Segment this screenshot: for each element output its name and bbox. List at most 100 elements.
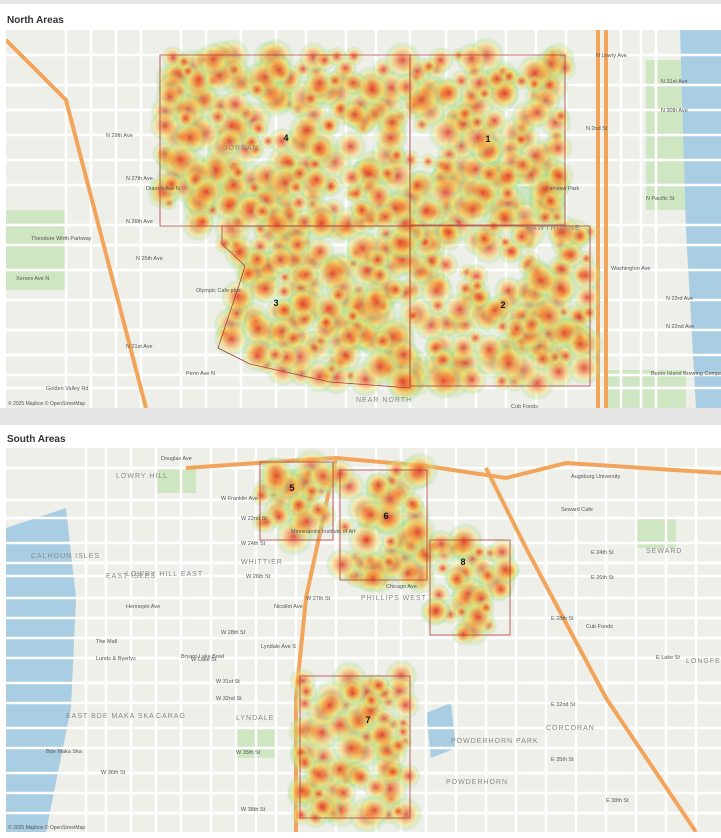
attribution: © 2025 Mapbox © OpenStreetMap (8, 400, 85, 407)
heat-blob (543, 160, 575, 192)
heat-blob (263, 54, 294, 85)
heat-blob (435, 219, 463, 246)
heat-blob (328, 284, 349, 306)
park (6, 210, 66, 290)
park (156, 468, 196, 493)
heat-blob (392, 73, 421, 101)
heat-blob (292, 261, 320, 289)
map-label: CALHOUN ISLES (31, 553, 100, 560)
area-label: 1 (485, 134, 490, 144)
heat-blob (388, 146, 406, 164)
map-label: Lyndale Ave S (261, 644, 296, 650)
heat-blob (236, 262, 260, 286)
map-label: LONGFELLOW (686, 658, 721, 665)
area-boundary (339, 469, 428, 581)
heat-blob (286, 493, 310, 517)
heat-blob (343, 46, 364, 66)
heat-blob (246, 79, 268, 100)
map-label: N 25th Ave (136, 256, 163, 262)
heat-blob (454, 103, 476, 124)
heat-blob (301, 480, 323, 502)
heat-blob (281, 326, 305, 351)
map-label: E Lake St (656, 655, 680, 661)
heat-blob (454, 191, 490, 227)
map-label: E 26th St (591, 575, 614, 581)
heat-blob (381, 531, 401, 552)
area-label: 5 (289, 483, 294, 493)
map-label: Theodore Wirth Parkway (31, 236, 92, 242)
area-label: 3 (273, 298, 278, 308)
map-label: Bryant-Lake Bowl (181, 654, 224, 660)
map-label: Dupont Ave N (146, 186, 180, 192)
heat-blob (542, 133, 574, 164)
heat-blob (304, 134, 333, 163)
heat-blob (578, 250, 595, 267)
heat-blob (481, 295, 510, 325)
heat-blob (215, 126, 245, 156)
heat-blob (346, 184, 366, 204)
heat-blob (475, 84, 494, 103)
map-label: E 38th St (606, 798, 629, 804)
heat-blob (259, 132, 277, 150)
heat-blob (286, 775, 318, 806)
heat-blob (470, 543, 489, 562)
map-label: E 28th St (551, 616, 574, 622)
heat-blob (509, 151, 536, 179)
map-label: E 35th St (551, 757, 574, 763)
water (680, 30, 721, 408)
map-label: Bde Maka Ska (46, 749, 83, 755)
heat-blob (509, 224, 534, 250)
heat-blob (333, 320, 365, 352)
map-label: N Pacific St (646, 196, 675, 202)
heat-blob (240, 310, 276, 347)
map-label: W 26th St (246, 574, 271, 580)
heat-blob (521, 96, 554, 129)
heat-blob (362, 773, 390, 801)
map-label: Augsburg University (571, 474, 620, 480)
water (6, 508, 76, 832)
map-label: PHILLIPS WEST (361, 595, 427, 602)
heat-blob (544, 213, 581, 250)
heat-blob (358, 794, 391, 827)
area-label: 4 (283, 133, 288, 143)
water (426, 703, 456, 758)
area-boundary (299, 675, 411, 819)
heat-blob (466, 328, 485, 347)
map-label: W 28th St (221, 630, 246, 636)
area-boundary (429, 539, 511, 636)
panel-title: North Areas (7, 15, 64, 26)
map-label: W 36th St (101, 770, 126, 776)
map-label: EAST BDE MAKA SKA (66, 713, 155, 720)
heat-blob (338, 163, 366, 192)
heat-blob (346, 521, 386, 560)
map-label: POWDERHORN (446, 779, 508, 786)
map-label: Douglas Ave (161, 456, 192, 462)
heat-blob (420, 57, 438, 76)
heat-blob (263, 343, 287, 367)
map-label: W 38th St (241, 807, 266, 813)
map-label: Nicollet Ave (274, 604, 303, 610)
area-boundary (259, 461, 334, 541)
heat-blob (355, 72, 390, 107)
heat-blob (565, 329, 595, 359)
map-label: E 24th St (591, 550, 614, 556)
heat-blob (400, 451, 439, 490)
heat-blob (424, 362, 463, 400)
heat-blob (293, 751, 317, 775)
area-label: 7 (365, 715, 370, 725)
heat-blob (358, 284, 395, 322)
highway (6, 38, 148, 408)
heat-blob (316, 312, 337, 333)
heat-blob (433, 77, 465, 109)
map-label: N 29th Ave (106, 133, 133, 139)
map-label: E 32nd St (551, 702, 576, 708)
area-boundary (159, 54, 411, 227)
area-boundary (217, 225, 411, 389)
heat-blob (339, 100, 370, 130)
heat-blob (159, 172, 184, 196)
heat-blob (295, 680, 318, 703)
heat-blob (579, 303, 599, 323)
map-label: Washington Ave (611, 266, 650, 272)
heat-blob (258, 456, 296, 494)
map-label: Fairview Park (546, 186, 580, 192)
